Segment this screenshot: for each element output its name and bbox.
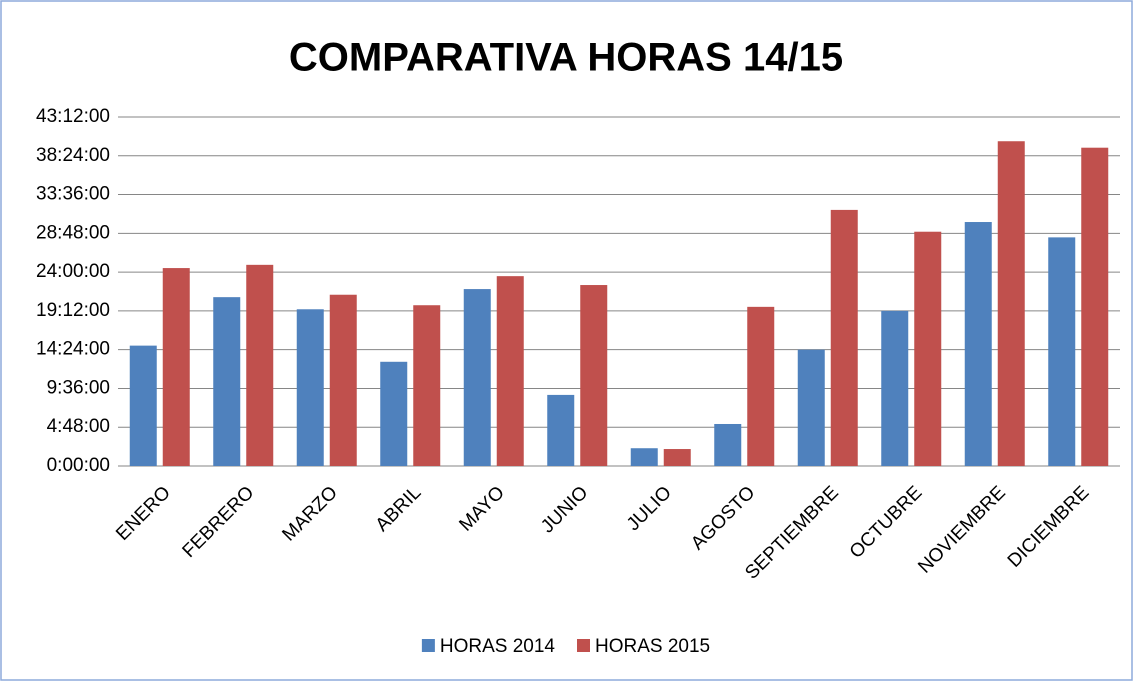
y-tick-label: 19:12:00: [36, 300, 110, 321]
y-tick-label: 43:12:00: [36, 106, 110, 127]
y-tick-label: 4:48:00: [47, 416, 110, 437]
bar: [413, 305, 441, 466]
bar: [213, 297, 241, 466]
bar: [663, 449, 691, 466]
y-tick-label: 0:00:00: [47, 455, 110, 476]
bar: [246, 264, 274, 466]
y-tick-label: 24:00:00: [36, 261, 110, 282]
y-tick-label: 14:24:00: [36, 339, 110, 360]
chart-title: COMPARATIVA HORAS 14/15: [289, 36, 843, 80]
bar: [547, 394, 575, 466]
bar: [496, 276, 524, 466]
legend-swatch: [577, 639, 590, 652]
bar: [380, 361, 408, 466]
bar: [797, 349, 825, 466]
y-tick-label: 28:48:00: [36, 222, 110, 243]
legend-label: HORAS 2015: [595, 636, 710, 657]
bar: [463, 289, 491, 466]
bar: [162, 268, 190, 466]
bar: [630, 448, 658, 466]
y-tick-label: 33:36:00: [36, 184, 110, 205]
y-tick-label: 9:36:00: [47, 377, 110, 398]
bar: [129, 345, 157, 466]
bar: [881, 310, 909, 466]
bar: [997, 141, 1025, 466]
bar: [1081, 147, 1109, 466]
bar: [914, 231, 942, 466]
y-tick-label: 38:24:00: [36, 145, 110, 166]
bar: [747, 306, 775, 466]
bar: [580, 285, 608, 466]
bar: [714, 423, 742, 466]
legend-label: HORAS 2014: [440, 636, 556, 657]
bar: [830, 209, 858, 466]
legend-swatch: [421, 639, 435, 652]
bar: [1048, 237, 1076, 466]
bar: [329, 294, 357, 466]
bar: [296, 309, 324, 466]
bar: [964, 222, 992, 466]
